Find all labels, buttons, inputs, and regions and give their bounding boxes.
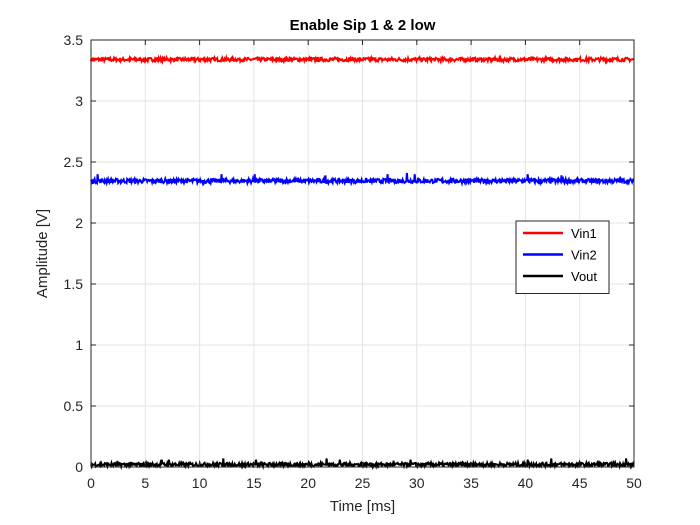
x-tick-label: 25 <box>355 475 371 491</box>
x-tick-label: 30 <box>409 475 425 491</box>
series-line-vin2 <box>90 172 635 187</box>
x-axis-label: Time [ms] <box>330 498 395 515</box>
x-tick-label: 15 <box>246 475 262 491</box>
x-tick-label: 10 <box>192 475 208 491</box>
chart-title: Enable Sip 1 & 2 low <box>290 17 436 34</box>
y-tick-label: 2 <box>75 215 83 231</box>
x-tick-label: 35 <box>463 475 479 491</box>
x-tick-label: 5 <box>141 475 149 491</box>
y-tick-label: 3 <box>75 93 83 109</box>
y-tick-label: 2.5 <box>64 154 84 170</box>
y-axis-label: Amplitude [V] <box>34 209 51 298</box>
y-tick-label: 0.5 <box>64 398 84 414</box>
legend-label-vin2: Vin2 <box>571 248 597 263</box>
x-tick-label: 50 <box>626 475 642 491</box>
ticks: 0 5 10 15 20 25 30 35 40 45 50 0 0.5 1 1.5 2 2.5 3 3.5 <box>64 32 642 491</box>
legend-label-vin1: Vin1 <box>571 226 597 241</box>
x-tick-label: 20 <box>300 475 316 491</box>
legend-label-vout: Vout <box>571 269 597 284</box>
x-tick-label: 45 <box>572 475 588 491</box>
y-tick-label: 3.5 <box>64 32 84 48</box>
series-line-vin1 <box>90 54 635 66</box>
y-tick-label: 1 <box>75 337 83 353</box>
y-tick-label: 1.5 <box>64 276 84 292</box>
legend: Vin1 Vin2 Vout <box>515 220 610 294</box>
x-tick-label: 40 <box>518 475 534 491</box>
x-tick-label: 0 <box>87 475 95 491</box>
y-tick-label: 0 <box>75 459 83 475</box>
